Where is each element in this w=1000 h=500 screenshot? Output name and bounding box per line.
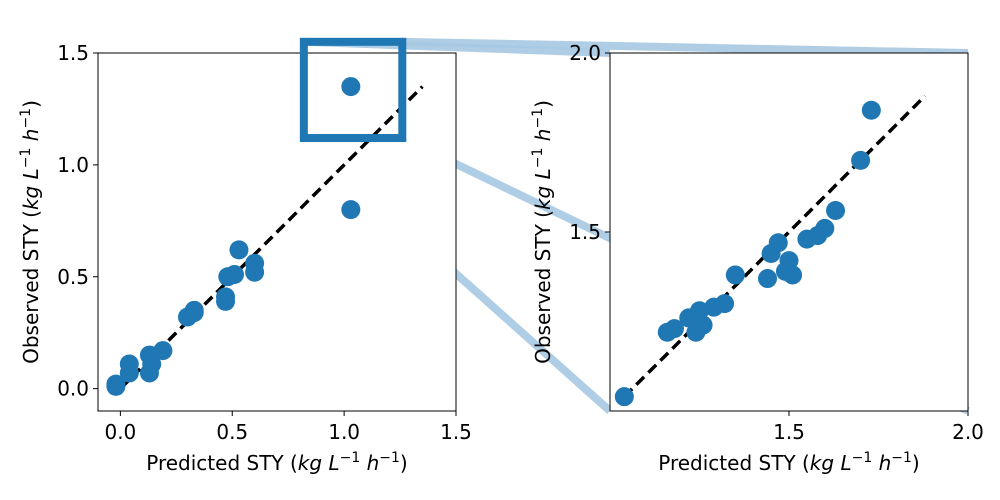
right-data-point bbox=[861, 100, 881, 120]
left-x-axis-label: Predicted STY (kg L−1 h−1) bbox=[146, 450, 407, 475]
left-data-point bbox=[139, 363, 159, 383]
right-data-point bbox=[715, 294, 735, 314]
right-data-point bbox=[725, 265, 745, 285]
left-data-point bbox=[106, 376, 126, 396]
left-y-tick-label: 1.5 bbox=[57, 41, 89, 65]
right-data-point bbox=[664, 319, 684, 339]
right-scatter-panel: 1.5 2.01.52.0 Predicted STY (kg L−1 h−1) … bbox=[530, 41, 984, 475]
right-data-point bbox=[758, 269, 778, 289]
right-y-axis-label: Observed STY (kg L−1 h−1) bbox=[530, 100, 555, 364]
left-data-point bbox=[224, 265, 244, 285]
left-data-point bbox=[341, 77, 361, 97]
left-data-point bbox=[245, 262, 265, 282]
right-data-point bbox=[690, 301, 709, 321]
right-data-point bbox=[783, 265, 803, 285]
right-x-axis-label: Predicted STY (kg L−1 h−1) bbox=[658, 450, 919, 475]
left-reference-line bbox=[119, 85, 424, 390]
left-scatter-panel: 0.0 0.5 1.0 1.5 0.0 0.5 1.0 1.5 Predicted STY (… bbox=[18, 37, 472, 475]
right-y-tick-label: 1.5 bbox=[569, 220, 601, 244]
zoom-connector-line bbox=[402, 37, 969, 57]
right-points bbox=[614, 100, 881, 407]
left-data-point bbox=[341, 200, 361, 220]
left-y-axis-label: Observed STY (kg L−1 h−1) bbox=[18, 100, 43, 364]
right-data-point bbox=[815, 218, 835, 238]
left-inset-box bbox=[299, 37, 407, 143]
left-data-point bbox=[216, 287, 236, 307]
left-data-point bbox=[119, 354, 139, 374]
right-data-point bbox=[779, 251, 799, 271]
left-x-tick-label: 1.0 bbox=[328, 420, 360, 444]
left-ticks: 0.0 0.5 1.0 1.5 0.0 0.5 1.0 1.5 bbox=[57, 41, 472, 444]
right-data-point bbox=[768, 233, 788, 253]
right-ticks: 1.5 2.0 1.5 2.0 bbox=[569, 41, 984, 444]
left-y-tick-label: 0.0 bbox=[57, 377, 89, 401]
right-x-tick-label: 2.0 bbox=[952, 420, 984, 444]
left-x-tick-label: 0.0 bbox=[104, 420, 136, 444]
left-points bbox=[106, 77, 361, 396]
left-y-tick-label: 1.0 bbox=[57, 153, 89, 177]
left-x-tick-label: 0.5 bbox=[216, 420, 248, 444]
right-data-point bbox=[614, 387, 634, 407]
left-data-point bbox=[153, 341, 173, 361]
left-x-tick-label: 1.5 bbox=[440, 420, 472, 444]
right-data-point bbox=[693, 315, 713, 335]
left-identity-line bbox=[119, 85, 424, 390]
left-y-tick-label: 0.5 bbox=[57, 265, 89, 289]
right-y-tick-label: 2.0 bbox=[569, 41, 601, 65]
left-data-point bbox=[229, 240, 249, 260]
zoom-inset-rectangle bbox=[299, 37, 407, 143]
left-data-point bbox=[184, 303, 204, 323]
right-data-point bbox=[826, 201, 846, 221]
right-data-point bbox=[851, 150, 871, 170]
right-x-tick-label: 1.5 bbox=[773, 420, 805, 444]
